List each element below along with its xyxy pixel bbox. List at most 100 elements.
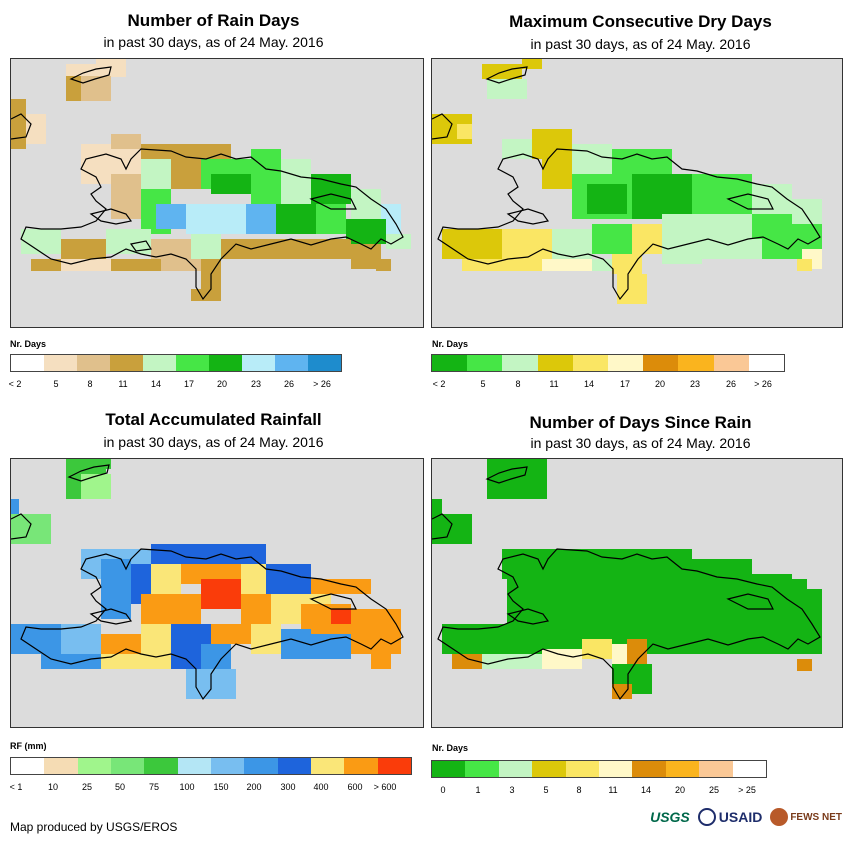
legend-swatch [244, 758, 278, 774]
legend-title: Nr. Days [10, 339, 47, 349]
legend-label: 14 [583, 379, 595, 389]
legend-label: > 25 [738, 785, 756, 795]
legend-title: Nr. Days [432, 743, 469, 753]
legend-swatch [143, 355, 176, 371]
logo-strip: USGS USAID FEWS NET [650, 808, 842, 826]
panel-subtitle: in past 30 days, as of 24 May. 2016 [103, 34, 324, 50]
legend-swatch [44, 758, 78, 774]
panel-title: Number of Rain Days [127, 11, 300, 30]
legend-bar [10, 757, 412, 775]
legend-label: 300 [280, 782, 296, 792]
panel-title: Total Accumulated Rainfall [105, 410, 322, 429]
legend-label: 8 [576, 785, 582, 795]
legend-label: 8 [515, 379, 521, 389]
legend-label: 50 [114, 782, 126, 792]
grid-cells [432, 59, 822, 304]
legend-swatch [643, 355, 679, 371]
legend-label: 11 [118, 379, 128, 389]
legend-swatch [537, 355, 573, 371]
legend-swatch [377, 758, 411, 774]
legend-swatch [210, 758, 245, 774]
legend-label: 23 [250, 379, 262, 389]
usgs-logo-text: USGS [650, 809, 690, 825]
panel-title: Number of Days Since Rain [529, 413, 752, 432]
usaid-seal-icon [697, 808, 716, 826]
legend-label: > 26 [754, 379, 772, 389]
map-canvas [432, 459, 822, 701]
legend-label: 26 [725, 379, 737, 389]
legend-swatch [11, 758, 45, 774]
usaid-logo-text: USAID [718, 809, 763, 825]
legend-swatch [467, 355, 503, 371]
legend-label: 3 [509, 785, 515, 795]
legend-label: 25 [708, 785, 720, 795]
legend-swatch [748, 355, 785, 371]
legend-swatch [732, 761, 767, 777]
legend-title: RF (mm) [10, 741, 47, 751]
legend-label: 25 [81, 782, 93, 792]
map-credit: Map produced by USGS/EROS [10, 820, 178, 834]
panel-total-rainfall: Total Accumulated Rainfall in past 30 da… [0, 400, 427, 800]
legend-swatch [713, 355, 749, 371]
legend-label: 10 [47, 782, 59, 792]
panel-days-since-rain: Number of Days Since Rain in past 30 day… [427, 400, 854, 800]
coastline [432, 466, 821, 701]
legend-label: 0 [440, 785, 446, 795]
legend-label: 26 [283, 379, 295, 389]
fews-net-logo: FEWS NET [770, 808, 842, 826]
usaid-logo: USAID [697, 808, 763, 826]
legend-swatch [308, 355, 341, 371]
legend-label: < 2 [8, 379, 22, 389]
legend-swatch [502, 355, 538, 371]
legend-label: 14 [640, 785, 652, 795]
legend-swatch [344, 758, 378, 774]
legend-label: 20 [674, 785, 686, 795]
panel-rain-days: Number of Rain Days in past 30 days, as … [0, 0, 427, 400]
legend-label: > 26 [313, 379, 331, 389]
legend-label: 400 [313, 782, 329, 792]
legend-swatch [77, 355, 110, 371]
coastline [11, 464, 404, 701]
legend-label: < 2 [432, 379, 446, 389]
legend-label: 17 [619, 379, 631, 389]
legend-swatch [572, 355, 609, 371]
legend-label: > 600 [373, 782, 397, 792]
panel-subtitle: in past 30 days, as of 24 May. 2016 [530, 435, 751, 451]
coastline [11, 66, 404, 301]
legend-swatch [275, 355, 308, 371]
legend-label: 20 [216, 379, 228, 389]
legend-swatch [177, 758, 211, 774]
legend-swatch [498, 761, 533, 777]
panel-subtitle: in past 30 days, as of 24 May. 2016 [530, 36, 751, 52]
legend-swatch [277, 758, 311, 774]
legend-swatch [699, 761, 733, 777]
legend-swatch [432, 355, 468, 371]
legend-bar [10, 354, 342, 372]
legend-swatch [532, 761, 566, 777]
legend-swatch [11, 355, 44, 371]
grid-cells [11, 59, 411, 301]
legend-title: Nr. Days [432, 339, 469, 349]
legend-swatch [242, 355, 275, 371]
legend-label: 1 [475, 785, 481, 795]
legend-label: 8 [87, 379, 93, 389]
legend-swatch [608, 355, 644, 371]
panel-dry-days: Maximum Consecutive Dry Days in past 30 … [427, 0, 854, 400]
legend-swatch [44, 355, 77, 371]
legend-label: 150 [213, 782, 229, 792]
legend-label: 11 [549, 379, 559, 389]
map-rain-days [10, 58, 424, 328]
legend-label: 5 [543, 785, 549, 795]
legend-swatch [176, 355, 209, 371]
legend-swatch [665, 761, 700, 777]
coastline [432, 66, 821, 301]
map-canvas [11, 59, 411, 301]
legend-label: 20 [654, 379, 666, 389]
legend-swatch [565, 761, 600, 777]
legend-swatch [144, 758, 178, 774]
legend-label: 5 [480, 379, 486, 389]
legend-swatch [465, 761, 499, 777]
legend-label: < 1 [9, 782, 23, 792]
fews-logo-text: FEWS NET [790, 811, 842, 823]
fews-seal-icon [770, 808, 789, 826]
